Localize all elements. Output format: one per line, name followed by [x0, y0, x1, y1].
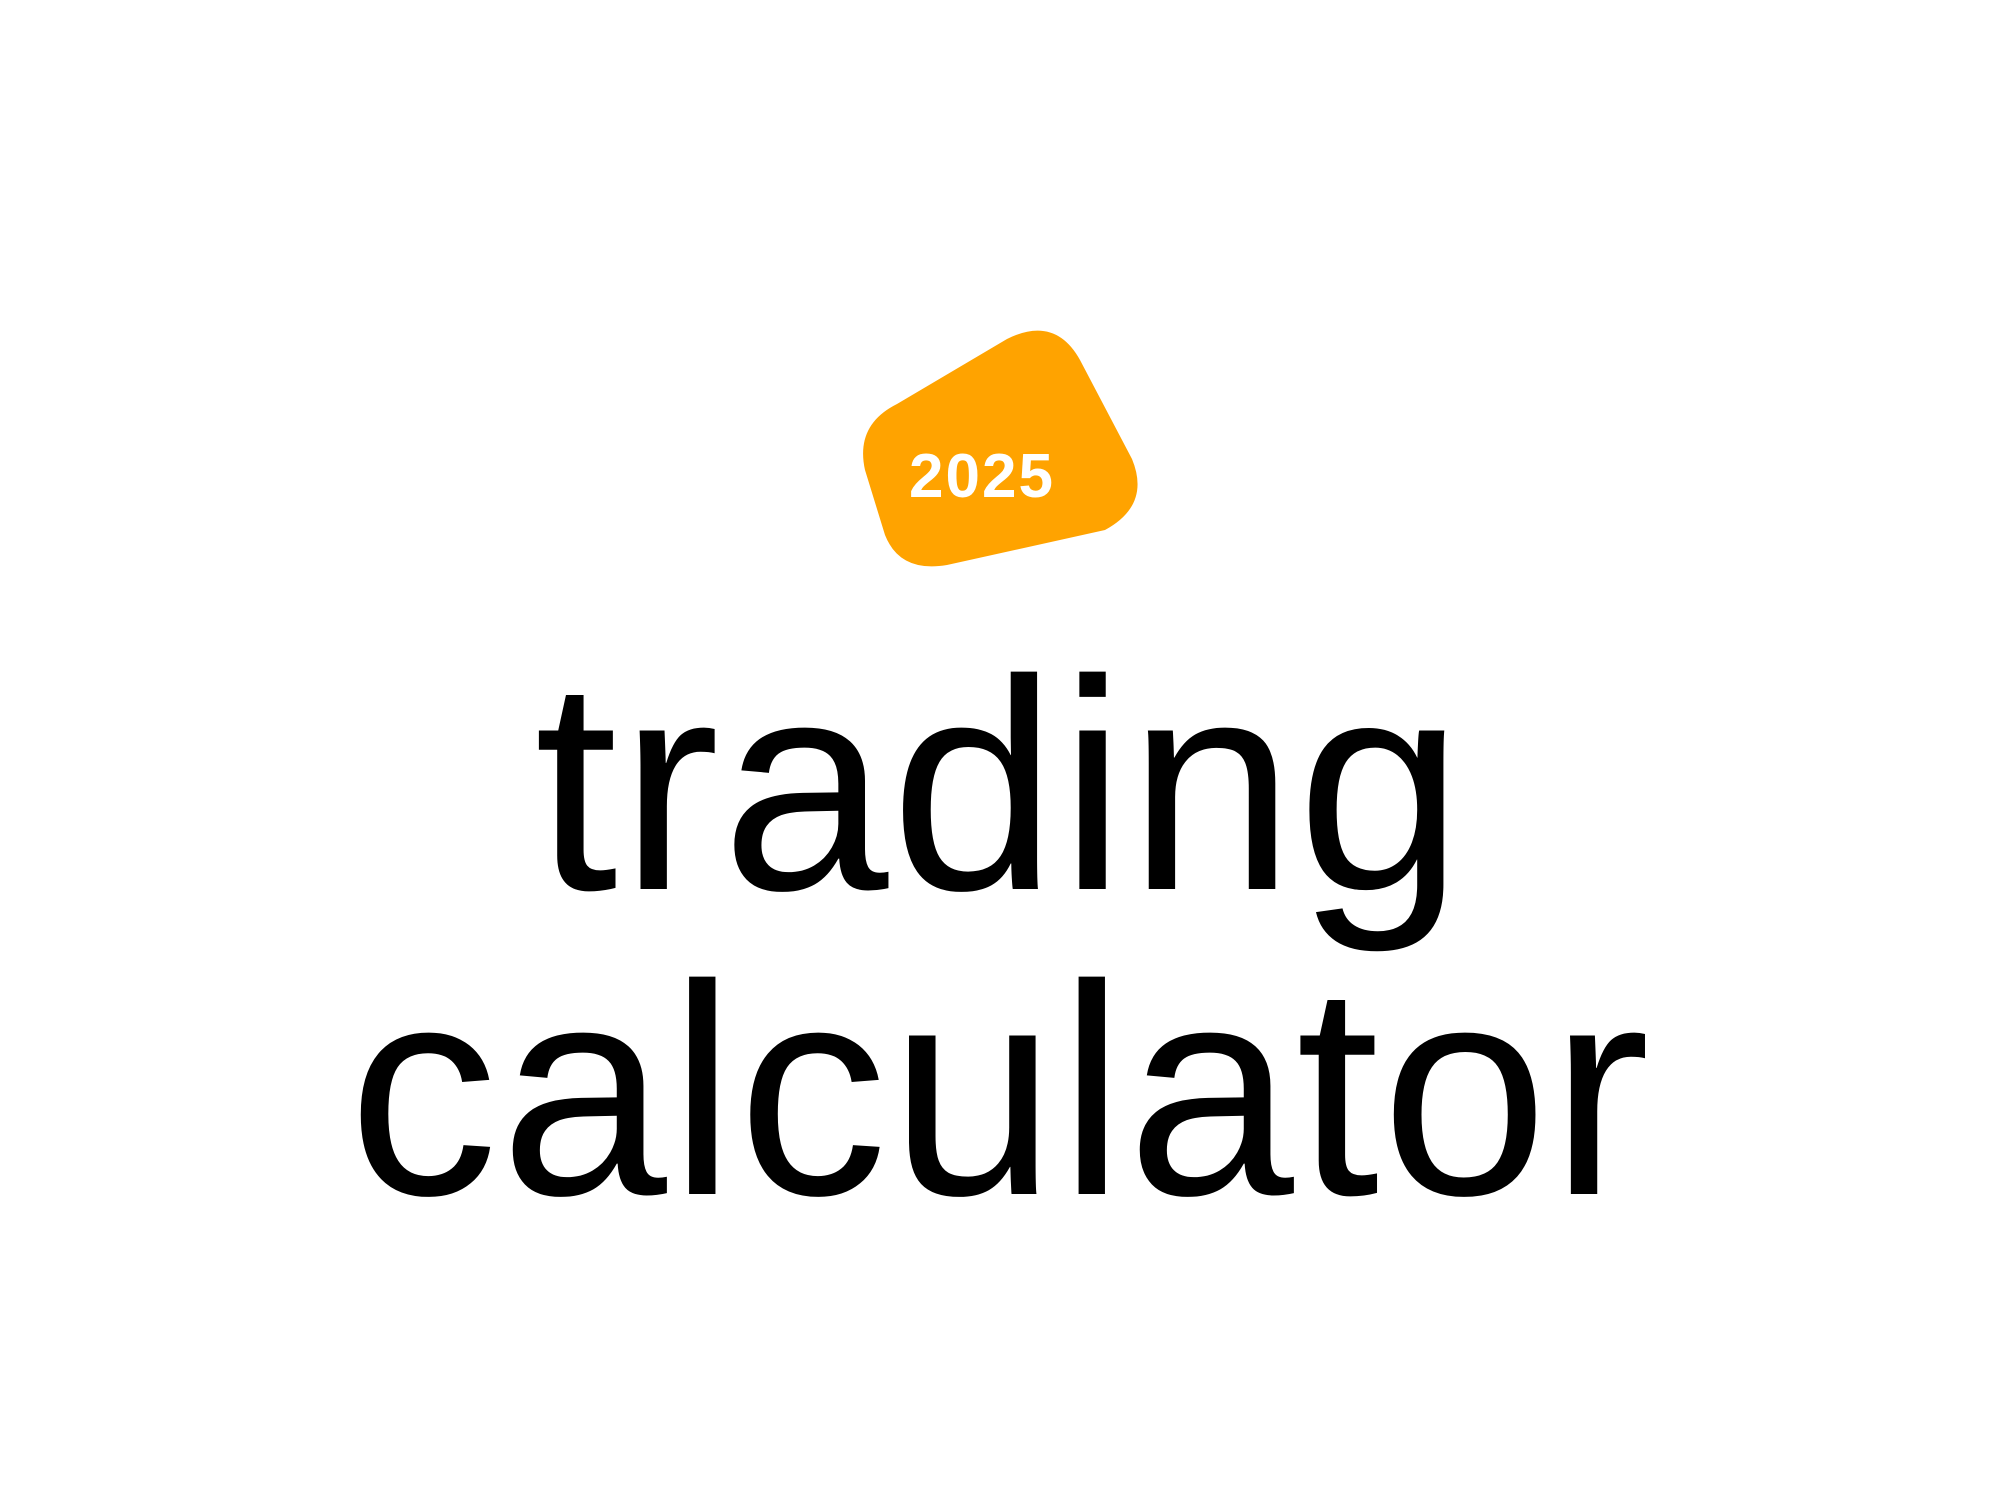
year-badge: 2025	[855, 325, 1145, 585]
year-badge-shape: 2025	[863, 330, 1138, 567]
headline-line-1: trading	[534, 617, 1466, 953]
badge-blob	[863, 330, 1138, 567]
headline-line-2: calculator	[348, 922, 1652, 1258]
badge-year: 2025	[909, 442, 1055, 511]
